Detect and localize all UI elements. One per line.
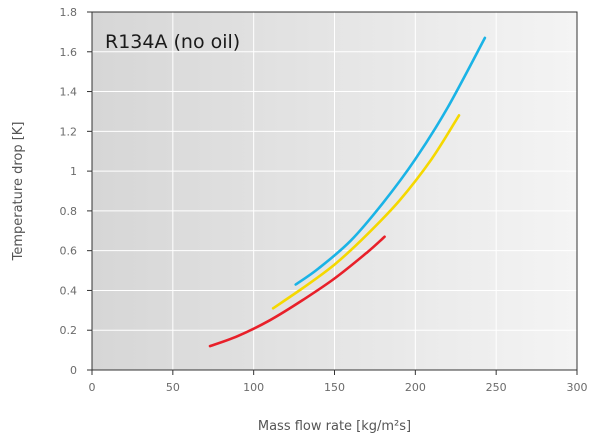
y-tick-label: 0.8 <box>60 205 78 218</box>
chart-title: R134A (no oil) <box>105 31 240 53</box>
y-tick-label: 0.4 <box>60 284 78 297</box>
y-tick-label: 1.8 <box>60 6 78 19</box>
x-tick-label: 0 <box>89 381 96 394</box>
y-tick-label: 0 <box>70 364 77 377</box>
x-tick-label: 300 <box>567 381 588 394</box>
x-tick-label: 100 <box>243 381 264 394</box>
x-tick-label: 50 <box>166 381 180 394</box>
x-tick-label: 150 <box>324 381 345 394</box>
x-axis-label: Mass flow rate [kg/m²s] <box>258 419 411 434</box>
series-layer <box>208 36 487 348</box>
series-line-1 <box>294 36 487 286</box>
y-tick-label: 1.4 <box>60 86 78 99</box>
axes: 0 50 100 150 200 250 300 0 0.2 0.4 0.6 0.8 1 1.2 1.4 1.… <box>60 6 588 394</box>
y-tick-label: 1.2 <box>60 125 78 138</box>
y-tick-label: 1.6 <box>60 46 78 59</box>
grid <box>92 12 577 370</box>
y-tick-label: 1 <box>70 165 77 178</box>
y-tick-label: 0.6 <box>60 245 78 258</box>
x-tick-label: 250 <box>486 381 507 394</box>
y-axis-label: Temperature drop [K] <box>11 122 26 262</box>
y-tick-label: 0.2 <box>60 324 78 337</box>
series-line-3 <box>208 235 386 348</box>
x-tick-label: 200 <box>405 381 426 394</box>
series-line-2 <box>271 114 461 310</box>
